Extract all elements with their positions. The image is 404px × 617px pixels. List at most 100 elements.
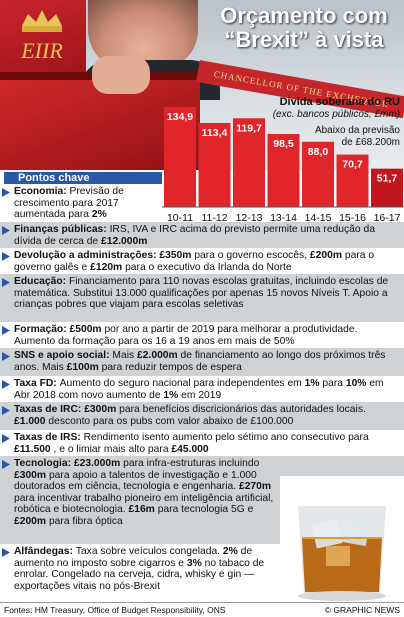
text-segment: , e o limiar mais alto para	[53, 443, 172, 455]
bar-value-label: 98,5	[273, 138, 294, 150]
amount: £1.000	[14, 415, 49, 427]
amount: 2%	[222, 546, 241, 557]
amount: £12.000m	[101, 235, 148, 247]
bar-12-13	[233, 118, 265, 207]
x-tick-label: 15-16	[339, 212, 366, 224]
key-point-row: Educação: Financiamento para 110 novas e…	[0, 274, 404, 322]
amount: £270m	[238, 481, 272, 493]
key-point-text: Economia: Previsão de crescimento para 2…	[14, 186, 154, 221]
arrow-icon	[2, 278, 10, 287]
key-point-text: SNS e apoio social: Mais £2.000m de fina…	[14, 350, 400, 373]
key-point-row: Finanças públicas: IRS, IVA e IRC acima …	[0, 222, 404, 248]
text-segment: de aumento no imposto sobre cigarros e	[14, 546, 253, 569]
amount: £45.000	[171, 443, 209, 455]
text-segment: Mais	[112, 350, 138, 361]
chart-subtitle: (exc. bancos públicos, £mm)	[272, 109, 400, 120]
text-segment: para apoio a talentos de investigação e …	[14, 469, 257, 493]
x-tick-label: 12-13	[236, 212, 263, 224]
text-segment: Financiamento para 110 novas escolas gra…	[14, 276, 389, 311]
text-segment: de financiamento ao longo dos próximos t…	[14, 350, 386, 373]
bar-11-12	[198, 122, 231, 207]
key-point-title: Taxas de IRS:	[14, 432, 84, 443]
text-segment: para	[322, 378, 346, 389]
text-segment: para benefícios discricionários das auto…	[119, 404, 366, 415]
chart-title: Dívida soberana do RU	[279, 96, 400, 108]
x-tick-label: 13-14	[270, 212, 297, 224]
text-segment: para o governo escocês,	[194, 250, 310, 261]
x-tick-label: 16-17	[374, 212, 401, 224]
arrow-icon	[2, 434, 10, 443]
bar-16-17	[371, 168, 403, 207]
key-point-row: Alfândegas: Taxa sobre veículos congelad…	[0, 544, 404, 602]
amount: 1%	[304, 378, 323, 389]
arrow-icon	[2, 406, 10, 415]
bar-10-11	[164, 107, 196, 207]
key-point-text: Devolução a administrações: £350m para o…	[14, 250, 400, 273]
x-tick-label: 11-12	[201, 212, 227, 224]
text-segment: para tecnologia 5G e	[157, 504, 254, 516]
header-photo: EIIR Orçamento com “Brexit” à vista CHAN…	[0, 0, 404, 170]
arrow-icon	[2, 548, 10, 557]
key-point-text: Taxa FD: Aumento do seguro nacional para…	[14, 378, 400, 401]
bar-value-label: 119,7	[236, 122, 262, 134]
key-point-row: Taxa FD: Aumento do seguro nacional para…	[0, 376, 404, 402]
whisky-glass-image	[280, 476, 404, 604]
amount: £23.000m	[73, 458, 124, 469]
credit: © GRAPHIC NEWS	[324, 605, 400, 615]
text-segment: IRS, IVA e IRC acima do previsto permite…	[14, 224, 375, 247]
text-segment: para reduzir tempos de espera	[101, 361, 242, 373]
amount: £11.500	[14, 443, 54, 455]
text-segment: para incentivar trabalho pioneiro em int…	[14, 492, 274, 516]
amount: £350m	[159, 250, 195, 261]
text-segment: Previsão de crescimento para 2017 aument…	[14, 186, 124, 221]
amount: £100m	[66, 361, 102, 373]
text-segment: para fibra óptica	[48, 515, 123, 527]
bar-value-label: 70,7	[342, 159, 363, 171]
key-point-title: Tecnologia:	[14, 458, 74, 469]
key-point-row: Taxas de IRC: £300m para benefícios disc…	[0, 402, 404, 430]
x-tick-label: 10-11	[167, 212, 193, 224]
debt-bar-chart: 134,9 10-11 113,4 11-12 119,7 12-13 98,5 13-14 8…	[162, 107, 404, 224]
text-segment: no tabaco de enrolar. Congelado na cerve…	[14, 557, 265, 592]
headline-line-2: “Brexit” à vista	[224, 27, 384, 52]
bar-value-label: 51,7	[377, 173, 398, 185]
key-point-text: Educação: Financiamento para 110 novas e…	[14, 276, 400, 311]
key-point-row: Economia: Previsão de crescimento para 2…	[0, 184, 404, 222]
key-point-title: Formação:	[14, 324, 70, 335]
key-point-title: Economia:	[14, 186, 70, 197]
key-point-row: Tecnologia: £23.000m para infra-estrutur…	[0, 456, 404, 544]
arrow-icon	[2, 252, 10, 261]
amount: 3%	[186, 557, 205, 569]
amount: £200m	[14, 515, 49, 527]
key-point-row: Formação: £500m por ano a partir de 2019…	[0, 322, 404, 348]
key-point-text: Tecnologia: £23.000m para infra-estrutur…	[14, 458, 276, 528]
text-segment: para o executivo da Irlanda do Norte	[125, 261, 292, 273]
key-point-title: Devolução a administrações:	[14, 250, 160, 261]
chart-annotation: Abaixo da previsão de £68.200m	[314, 125, 400, 148]
arrow-icon	[2, 352, 10, 361]
crest-monogram: EIIR	[20, 38, 63, 63]
key-point-row: SNS e apoio social: Mais £2.000m de fina…	[0, 348, 404, 376]
key-point-row: Devolução a administrações: £350m para o…	[0, 248, 404, 274]
text-segment: em 2019	[181, 389, 222, 401]
key-point-row: Taxas de IRS: Rendimento isento aumento …	[0, 430, 404, 456]
key-point-title: SNS e apoio social:	[14, 350, 113, 361]
amount: £16m	[128, 504, 158, 516]
amount: 2%	[91, 209, 107, 221]
amount: 10%	[345, 378, 370, 389]
text-segment: em Abr 2018 com novo aumento de	[14, 378, 384, 401]
arrow-icon	[2, 380, 10, 389]
amount: £300m	[84, 404, 120, 415]
sources-note: Fontes: HM Treasury, Office of Budget Re…	[4, 605, 226, 615]
arrow-icon	[2, 188, 10, 197]
key-points-header: Pontos chave	[4, 172, 162, 184]
amount: £300m	[14, 469, 49, 481]
chancellor-hand	[92, 56, 150, 94]
bar-value-label: 113,4	[202, 127, 228, 139]
amount: £2.000m	[137, 350, 181, 361]
bar-value-label: 134,9	[167, 111, 193, 123]
text-segment: desconto para os pubs com valor abaixo d…	[48, 415, 294, 427]
text-segment: Taxa sobre veículos congelada.	[75, 546, 223, 557]
footer: Fontes: HM Treasury, Office of Budget Re…	[0, 602, 404, 617]
